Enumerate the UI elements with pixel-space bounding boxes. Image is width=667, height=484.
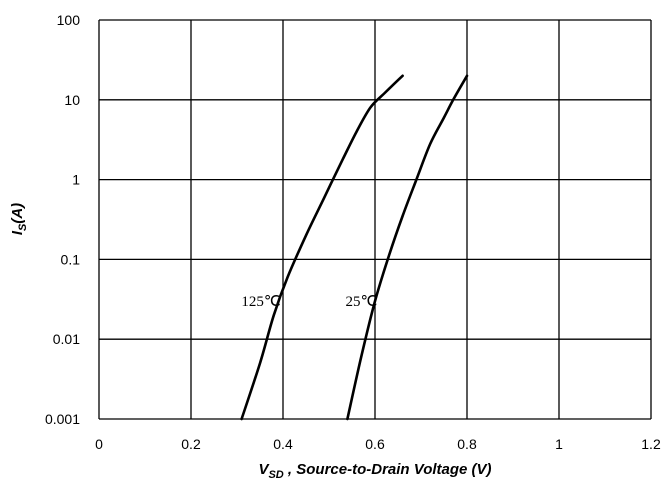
y-tick-label: 100 (57, 12, 81, 28)
y-tick-label: 1 (72, 172, 80, 188)
y-tick-label: 0.1 (61, 251, 81, 267)
x-tick-label: 0.4 (273, 436, 293, 452)
y-tick-label: 0.01 (53, 331, 80, 347)
x-tick-label: 0 (95, 436, 103, 452)
curve-annotation: 125℃ (241, 294, 280, 310)
x-tick-label: 1 (555, 436, 563, 452)
x-tick-label: 0.6 (365, 436, 385, 452)
x-axis-title: VSD , Source-to-Drain Voltage (V) (258, 461, 491, 481)
series-line-125c (240, 74, 404, 421)
x-tick-label: 0.2 (181, 436, 201, 452)
y-axis-title: IS(A) (9, 203, 29, 235)
curve-annotation: 25℃ (345, 294, 377, 310)
tick-labels: 0 0.2 0.4 0.6 0.8 1 1.2 0.001 0.01 0.1 1 10 100 (45, 12, 661, 452)
series-lines (240, 74, 469, 421)
y-tick-label: 10 (64, 92, 80, 108)
series-line-25c (346, 74, 469, 421)
annotations: 125℃ 25℃ (241, 294, 377, 310)
y-tick-label: 0.001 (45, 411, 80, 427)
grid (98, 19, 652, 420)
x-tick-label: 1.2 (641, 436, 661, 452)
x-tick-label: 0.8 (457, 436, 477, 452)
